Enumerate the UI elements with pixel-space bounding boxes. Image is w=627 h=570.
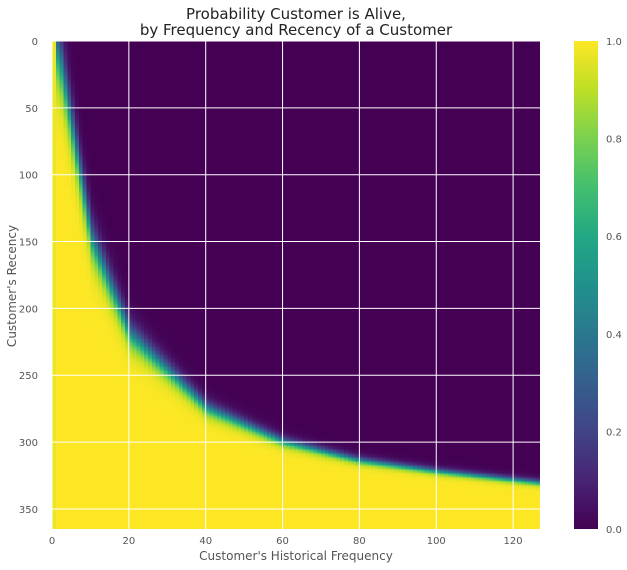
colorbar-tick-label: 0.2 <box>606 427 622 438</box>
x-tick-label: 80 <box>353 536 366 547</box>
colorbar: 0.0 0.2 0.4 0.6 0.8 1.0 <box>574 37 622 536</box>
y-tick-label: 100 <box>19 171 38 182</box>
y-tick-label: 300 <box>19 438 38 449</box>
heatmap-image <box>52 41 540 529</box>
x-tick-label: 120 <box>504 536 523 547</box>
plot-area <box>51 40 540 529</box>
y-tick-label: 350 <box>19 505 38 516</box>
y-tick-label: 50 <box>25 104 38 115</box>
colorbar-tick-label: 0.8 <box>606 135 622 146</box>
chart-title-line-1: Probability Customer is Alive, <box>186 5 406 23</box>
y-axis-label: Customer's Recency <box>5 225 19 347</box>
y-tick-label: 150 <box>19 238 38 249</box>
chart-title-line-2: by Frequency and Recency of a Customer <box>140 21 453 39</box>
colorbar-tick-label: 0.0 <box>606 525 622 536</box>
colorbar-tick-label: 0.4 <box>606 330 622 341</box>
grid-lines <box>51 40 540 529</box>
colorbar-ticks: 0.0 0.2 0.4 0.6 0.8 1.0 <box>606 37 622 536</box>
y-axis-ticks: 0 50 100 150 200 250 300 350 <box>19 37 38 516</box>
x-tick-label: 100 <box>427 536 446 547</box>
x-tick-label: 20 <box>122 536 135 547</box>
colorbar-gradient <box>574 41 598 529</box>
y-tick-label: 200 <box>19 304 38 315</box>
x-tick-label: 40 <box>199 536 212 547</box>
x-tick-label: 0 <box>49 536 55 547</box>
y-tick-label: 0 <box>32 37 38 48</box>
x-axis-ticks: 0 20 40 60 80 100 120 <box>49 536 523 547</box>
x-tick-label: 60 <box>276 536 289 547</box>
y-tick-label: 250 <box>19 371 38 382</box>
chart-title: Probability Customer is Alive, by Freque… <box>140 5 453 39</box>
colorbar-tick-label: 0.6 <box>606 232 622 243</box>
colorbar-tick-label: 1.0 <box>606 37 622 48</box>
x-axis-label: Customer's Historical Frequency <box>199 549 393 563</box>
